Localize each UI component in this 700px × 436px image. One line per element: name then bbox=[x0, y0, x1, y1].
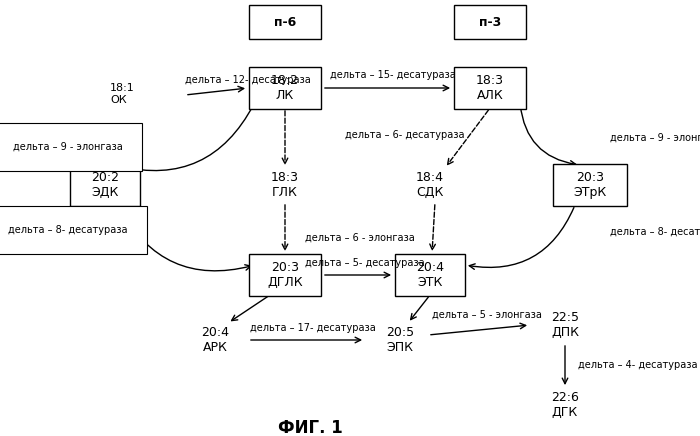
Text: 20:5
ЭПК: 20:5 ЭПК bbox=[386, 326, 414, 354]
Text: 18:4
СДК: 18:4 СДК bbox=[416, 171, 444, 199]
Text: п-6: п-6 bbox=[274, 16, 296, 28]
FancyBboxPatch shape bbox=[553, 164, 627, 206]
Text: 18:2
ЛК: 18:2 ЛК bbox=[271, 74, 299, 102]
Text: 20:2
ЭДК: 20:2 ЭДК bbox=[91, 171, 119, 199]
Text: 20:3
ДГЛК: 20:3 ДГЛК bbox=[267, 261, 303, 289]
Text: дельта – 8- десатураза: дельта – 8- десатураза bbox=[8, 225, 127, 235]
Text: 18:3
ГЛК: 18:3 ГЛК bbox=[271, 171, 299, 199]
FancyBboxPatch shape bbox=[454, 67, 526, 109]
FancyBboxPatch shape bbox=[395, 254, 465, 296]
Text: ФИГ. 1: ФИГ. 1 bbox=[278, 419, 342, 436]
Text: дельта – 15- десатураза: дельта – 15- десатураза bbox=[330, 70, 456, 80]
Text: 20:3
ЭТрК: 20:3 ЭТрК bbox=[573, 171, 607, 199]
FancyBboxPatch shape bbox=[249, 67, 321, 109]
Text: дельта – 17- десатураза: дельта – 17- десатураза bbox=[250, 323, 376, 333]
Text: дельта – 8- десатураза: дельта – 8- десатураза bbox=[610, 227, 700, 237]
Text: дельта – 9 - элонгаза: дельта – 9 - элонгаза bbox=[13, 142, 123, 152]
Text: 20:4
ЭТК: 20:4 ЭТК bbox=[416, 261, 444, 289]
Text: 22:6
ДГК: 22:6 ДГК bbox=[551, 391, 579, 419]
Text: дельта – 5- десатураза: дельта – 5- десатураза bbox=[305, 258, 425, 268]
FancyBboxPatch shape bbox=[249, 254, 321, 296]
FancyBboxPatch shape bbox=[249, 5, 321, 39]
Text: дельта – 9 - элонгаза: дельта – 9 - элонгаза bbox=[610, 133, 700, 143]
Text: дельта – 4- десатураза: дельта – 4- десатураза bbox=[578, 360, 697, 370]
Text: 18:3
АЛК: 18:3 АЛК bbox=[476, 74, 504, 102]
Text: п-3: п-3 bbox=[479, 16, 501, 28]
Text: дельта – 12- десатураза: дельта – 12- десатураза bbox=[185, 75, 311, 85]
FancyBboxPatch shape bbox=[70, 164, 140, 206]
Text: 18:1: 18:1 bbox=[110, 83, 134, 93]
Text: 20:4
АРК: 20:4 АРК bbox=[201, 326, 229, 354]
Text: дельта – 6- десатураза: дельта – 6- десатураза bbox=[345, 130, 465, 140]
Text: дельта – 6 - элонгаза: дельта – 6 - элонгаза bbox=[305, 233, 414, 243]
FancyBboxPatch shape bbox=[454, 5, 526, 39]
Text: ОК: ОК bbox=[110, 95, 127, 105]
Text: дельта – 5 - элонгаза: дельта – 5 - элонгаза bbox=[432, 310, 542, 320]
Text: 22:5
ДПК: 22:5 ДПК bbox=[551, 311, 579, 339]
